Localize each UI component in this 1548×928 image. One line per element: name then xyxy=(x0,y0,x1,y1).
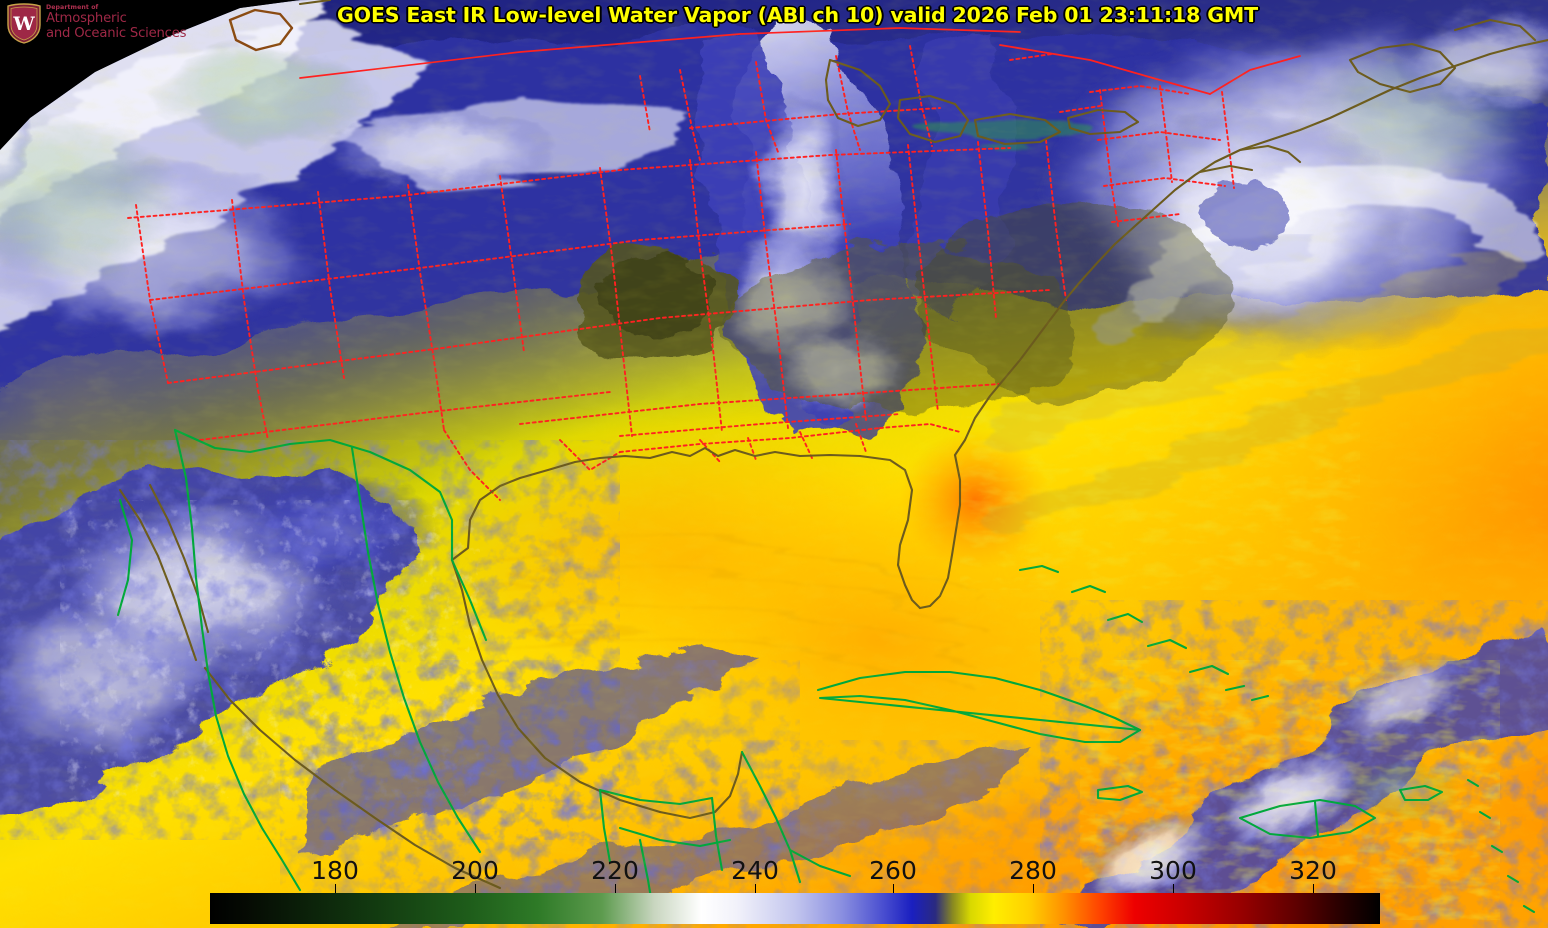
logo-text-block: Department of Atmospheric and Oceanic Sc… xyxy=(46,4,187,41)
logo-name-line-2: and Oceanic Sciences xyxy=(46,25,187,41)
logo-department-label: Department of xyxy=(46,4,99,11)
logo-name-line-1: Atmospheric xyxy=(46,11,127,26)
uw-crest-icon: W xyxy=(7,3,41,44)
crest-letter: W xyxy=(12,13,35,35)
uw-aos-logo: W Department of Atmospheric and Oceanic … xyxy=(0,0,187,46)
satellite-limb-edge xyxy=(0,0,300,150)
